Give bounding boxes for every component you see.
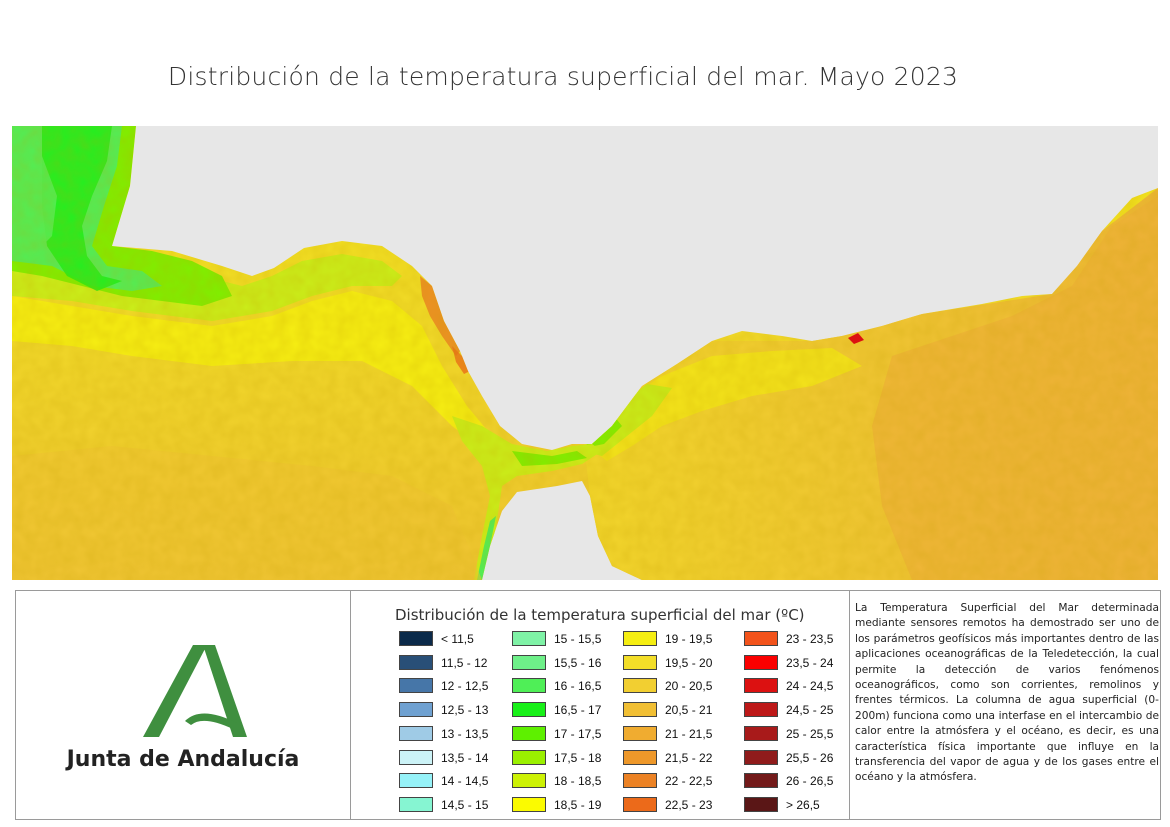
logo-text: Junta de Andalucía [66, 747, 300, 772]
legend-swatch [744, 702, 778, 718]
legend-label: 25,5 - 26 [786, 750, 834, 765]
legend-label: 23 - 23,5 [786, 632, 834, 646]
legend-label: 13 - 13,5 [441, 726, 489, 741]
legend-label: 17,5 - 18 [554, 750, 602, 765]
legend-label: 24 - 24,5 [786, 679, 834, 694]
map-svg [12, 126, 1158, 580]
legend-label: 13,5 - 14 [441, 750, 489, 765]
legend-swatch [512, 654, 546, 670]
legend-swatch [512, 631, 546, 646]
legend-label: 14,5 - 15 [441, 797, 489, 812]
legend-label: 16 - 16,5 [554, 679, 602, 694]
legend-swatch [744, 654, 778, 670]
legend-label: 23,5 - 24 [786, 655, 834, 670]
legend-swatch [512, 749, 546, 765]
legend-label: 22,5 - 23 [665, 797, 713, 812]
legend-swatch [623, 654, 657, 670]
legend-label: 18 - 18,5 [554, 774, 602, 789]
legend-label: > 26,5 [786, 797, 820, 812]
legend-label: < 11,5 [441, 632, 474, 646]
legend-label: 21 - 21,5 [665, 726, 713, 741]
legend-swatch [399, 702, 433, 718]
legend-swatch [399, 749, 433, 765]
legend-label: 20 - 20,5 [665, 679, 713, 694]
junta-logo-icon [143, 645, 247, 737]
legend-swatch [744, 796, 778, 812]
legend-swatch [512, 773, 546, 789]
legend-swatch [399, 725, 433, 741]
legend-swatch [512, 702, 546, 718]
legend-swatch [744, 631, 778, 646]
legend-label: 21,5 - 22 [665, 750, 713, 765]
legend-label: 18,5 - 19 [554, 797, 602, 812]
legend-swatch [623, 796, 657, 812]
legend-label: 11,5 - 12 [441, 655, 488, 670]
legend-swatch [623, 725, 657, 741]
legend-label: 26 - 26,5 [786, 774, 834, 789]
legend-title: Distribución de la temperatura superfici… [395, 606, 805, 624]
legend-swatch [623, 773, 657, 789]
legend-swatch [744, 725, 778, 741]
legend-swatch [623, 702, 657, 718]
legend-label: 14 - 14,5 [441, 774, 489, 789]
legend-label: 16,5 - 17 [554, 703, 602, 718]
legend-swatch [512, 678, 546, 694]
legend-label: 24,5 - 25 [786, 703, 834, 718]
legend-swatch [512, 796, 546, 812]
legend-label: 20,5 - 21 [665, 703, 713, 718]
hot-spot [848, 333, 864, 344]
legend-swatch [399, 796, 433, 812]
legend-swatch [623, 631, 657, 646]
legend-swatch [399, 678, 433, 694]
sea-temperature-map [12, 126, 1158, 580]
legend-label: 22 - 22,5 [665, 774, 713, 789]
legend-label: 19 - 19,5 [665, 632, 713, 646]
legend-swatch [744, 749, 778, 765]
legend-label: 12 - 12,5 [441, 679, 489, 694]
legend-label: 19,5 - 20 [665, 655, 713, 670]
legend-label: 15 - 15,5 [554, 632, 602, 646]
logo-box: Junta de Andalucía [16, 591, 351, 819]
legend-swatch [744, 773, 778, 789]
legend-label: 17 - 17,5 [554, 726, 602, 741]
legend-swatch [623, 749, 657, 765]
legend-label: 12,5 - 13 [441, 703, 489, 718]
page-title: Distribución de la temperatura superfici… [167, 62, 959, 91]
legend-swatch [512, 725, 546, 741]
legend-swatch [399, 773, 433, 789]
legend-label: 25 - 25,5 [786, 726, 834, 741]
legend-swatch [399, 654, 433, 670]
info-text: La Temperatura Superficial del Mar deter… [855, 602, 1159, 784]
info-panel: Junta de Andalucía Distribución de la te… [15, 590, 1161, 820]
legend-swatch [623, 678, 657, 694]
legend-swatch [399, 631, 433, 646]
legend-label: 15,5 - 16 [554, 655, 602, 670]
legend-swatch [744, 678, 778, 694]
legend: Distribución de la temperatura superfici… [351, 591, 850, 819]
